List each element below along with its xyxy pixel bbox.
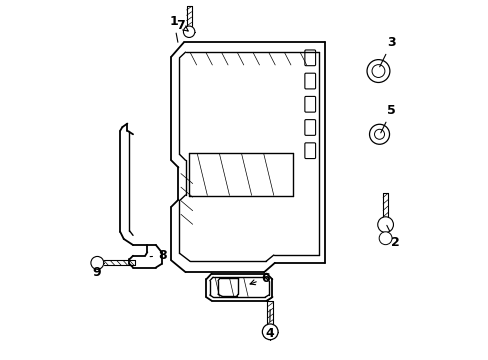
Circle shape xyxy=(371,64,384,77)
Circle shape xyxy=(374,129,384,139)
FancyBboxPatch shape xyxy=(304,96,315,112)
Text: 3: 3 xyxy=(379,36,395,67)
Circle shape xyxy=(91,256,103,269)
Text: 5: 5 xyxy=(380,104,395,133)
Circle shape xyxy=(183,26,194,37)
Text: 9: 9 xyxy=(93,263,103,279)
Circle shape xyxy=(377,217,393,233)
Text: 7: 7 xyxy=(176,18,188,32)
FancyBboxPatch shape xyxy=(304,143,315,158)
Circle shape xyxy=(369,124,389,144)
FancyBboxPatch shape xyxy=(304,50,315,66)
Text: 6: 6 xyxy=(249,272,270,285)
Text: 4: 4 xyxy=(264,310,273,340)
Text: 8: 8 xyxy=(150,249,166,262)
Text: 1: 1 xyxy=(169,15,178,42)
FancyBboxPatch shape xyxy=(304,120,315,135)
Circle shape xyxy=(378,232,391,245)
Circle shape xyxy=(366,60,389,82)
Circle shape xyxy=(262,324,278,340)
Text: 2: 2 xyxy=(386,225,399,249)
FancyBboxPatch shape xyxy=(304,73,315,89)
